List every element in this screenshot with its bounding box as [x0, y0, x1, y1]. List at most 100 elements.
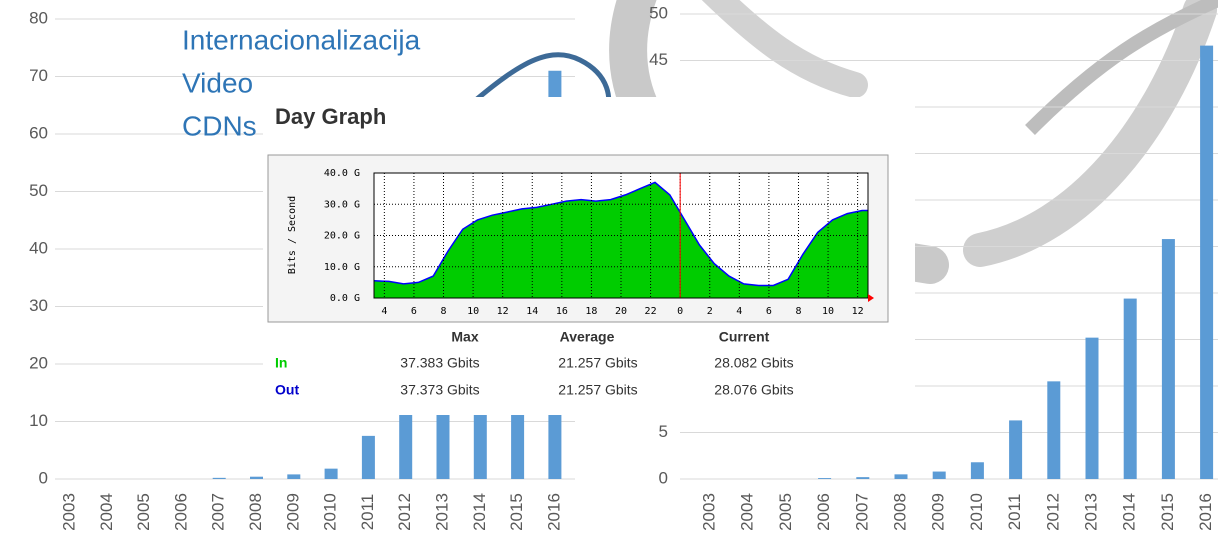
x-tick-label: 2010	[321, 493, 340, 531]
x-tick-label: 2003	[699, 493, 718, 531]
y-axis-label: Bits / Second	[287, 196, 298, 274]
x-tick-label: 8	[440, 306, 446, 317]
table-cell: 28.082 Gbits	[714, 355, 793, 371]
y-tick-label: 10.0 G	[324, 262, 360, 273]
line	[373, 181, 868, 287]
y-tick-label: 70	[29, 66, 48, 85]
bar	[1009, 420, 1023, 479]
y-tick-label: 50	[649, 3, 668, 22]
bar	[361, 435, 375, 479]
y-tick-label: 5	[659, 422, 668, 441]
arrow	[438, 52, 612, 132]
y-tick-label: 40	[29, 238, 48, 257]
bar	[856, 477, 870, 479]
x-tick-label: 18	[585, 306, 597, 317]
x-tick-label: 2016	[1196, 493, 1215, 531]
bar	[287, 474, 301, 479]
bar	[970, 462, 984, 479]
annotations: Internacionalizacija Video CDNs	[182, 24, 612, 141]
bar	[250, 476, 263, 479]
bar	[1161, 239, 1175, 479]
annotation: Video	[182, 67, 253, 98]
x-tick-label: 8	[795, 306, 801, 317]
x-tick-label: 2004	[738, 493, 757, 531]
x-tick-label: 2014	[470, 493, 489, 531]
y-tick-label: 45	[649, 50, 668, 69]
x-tick-label: 2011	[1005, 494, 1024, 531]
x-tick-label: 14	[526, 306, 538, 317]
x-tick-label: 6	[411, 306, 417, 317]
x-tick-label: 2004	[97, 493, 116, 531]
x-tick-label: 2016	[544, 493, 563, 531]
x-tick-label: 2006	[814, 493, 833, 531]
table-cell: 21.257 Gbits	[558, 382, 637, 398]
x-tick-label: 4	[736, 306, 742, 317]
y-tick-label: 80	[29, 8, 48, 27]
x-tick-label: 2	[707, 306, 713, 317]
y-tick-label: 60	[29, 123, 48, 142]
x-tick-label: 4	[381, 306, 387, 317]
plot-border	[373, 172, 869, 299]
x-tick-label: 2015	[507, 493, 526, 531]
x-tick-label: 2013	[432, 493, 451, 531]
area	[374, 182, 868, 298]
annotation: CDNs	[182, 110, 257, 141]
x-tick-label: 2006	[171, 493, 190, 531]
x-tick-label: 6	[766, 306, 772, 317]
y-tick-label: 0	[659, 468, 668, 487]
x-tick-label: 2005	[776, 493, 795, 531]
y-tick-label: 0.0 G	[330, 293, 360, 304]
bar	[324, 468, 338, 479]
x-tick-label: 2007	[852, 493, 871, 531]
bar	[1200, 45, 1214, 480]
x-tick-label: 2007	[209, 493, 228, 531]
y-tick-label: 50	[29, 181, 48, 200]
table-cell: 21.257 Gbits	[558, 355, 637, 371]
x-tick-label: 2012	[395, 493, 414, 531]
table-cell: 37.373 Gbits	[400, 382, 479, 398]
bar	[212, 477, 226, 479]
x-tick-label: 2010	[967, 493, 986, 531]
table-cell: 37.383 Gbits	[400, 355, 479, 371]
table-header: Current	[719, 329, 770, 345]
day-graph-panel: Day Graph Bits / Second 0.0 G 10.0 G 20.0 …	[263, 97, 915, 415]
x-tick-label: 2008	[890, 493, 909, 531]
bar	[818, 478, 832, 479]
x-tick-label: 12	[852, 306, 864, 317]
x-tick-label: 20	[615, 306, 627, 317]
x-tick-label: 12	[497, 306, 509, 317]
swirl	[701, 0, 868, 98]
row-name: In	[275, 355, 287, 371]
x-tick-label: 22	[645, 306, 657, 317]
table-cell: 28.076 Gbits	[714, 382, 793, 398]
x-tick-label: 2014	[1120, 493, 1139, 531]
x-tick-label: 2003	[59, 493, 78, 531]
x-tick-label: 2009	[929, 493, 948, 531]
axis-arrow	[868, 294, 874, 302]
bar	[894, 474, 908, 479]
x-tick-label: 2011	[358, 494, 377, 531]
y-tick-label: 20	[29, 353, 48, 372]
x-tick-label: 2005	[134, 493, 153, 531]
x-tick-label: 2008	[246, 493, 265, 531]
bar	[1047, 381, 1061, 479]
x-tick-label: 16	[556, 306, 568, 317]
y-tick-label: 40.0 G	[324, 168, 360, 179]
x-tick-label: 10	[467, 306, 479, 317]
bar	[1085, 337, 1099, 479]
x-tick-label: 2009	[283, 493, 302, 531]
x-tick-label: 2013	[1081, 493, 1100, 531]
bar	[1123, 298, 1137, 479]
y-tick-label: 0	[39, 468, 48, 487]
table-header: Max	[451, 329, 478, 345]
x-tick-label: 0	[677, 306, 683, 317]
x-tick-label: 10	[822, 306, 834, 317]
swirl	[1025, 0, 1218, 135]
annotation: Internacionalizacija	[182, 24, 421, 55]
bar	[932, 471, 946, 479]
y-tick-label: 30.0 G	[324, 199, 360, 210]
x-tick-label: 2012	[1043, 493, 1062, 531]
y-tick-label: 10	[29, 411, 48, 430]
